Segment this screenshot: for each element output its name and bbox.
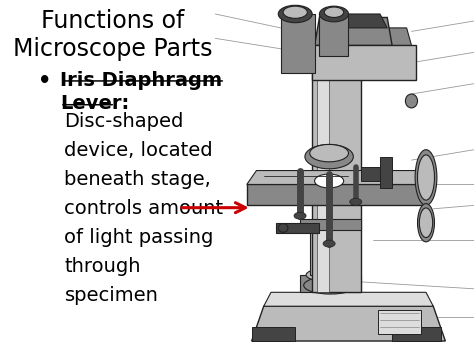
Text: Iris Diaphragm: Iris Diaphragm	[60, 71, 222, 90]
Ellipse shape	[306, 268, 355, 282]
Ellipse shape	[418, 203, 435, 242]
Ellipse shape	[278, 5, 312, 23]
Polygon shape	[264, 292, 433, 306]
Ellipse shape	[305, 144, 353, 169]
Polygon shape	[310, 230, 351, 275]
Ellipse shape	[350, 198, 362, 205]
Polygon shape	[361, 167, 385, 181]
Ellipse shape	[418, 155, 435, 200]
Polygon shape	[317, 66, 329, 292]
Polygon shape	[300, 275, 361, 292]
Polygon shape	[247, 185, 426, 205]
Polygon shape	[252, 306, 446, 341]
Ellipse shape	[283, 6, 307, 18]
Text: controls amount: controls amount	[64, 199, 224, 218]
Polygon shape	[319, 14, 387, 28]
Polygon shape	[276, 223, 319, 233]
Polygon shape	[247, 170, 426, 185]
Ellipse shape	[304, 277, 357, 294]
Text: Functions of: Functions of	[41, 9, 184, 33]
Polygon shape	[315, 28, 411, 45]
Text: •: •	[38, 71, 51, 91]
Ellipse shape	[310, 144, 348, 162]
Polygon shape	[312, 45, 416, 80]
Ellipse shape	[315, 174, 344, 188]
Polygon shape	[281, 14, 315, 73]
Polygon shape	[315, 17, 392, 45]
Ellipse shape	[405, 94, 418, 108]
Text: Disc-shaped: Disc-shaped	[64, 112, 184, 131]
Text: of light passing: of light passing	[64, 228, 214, 247]
Polygon shape	[319, 14, 348, 56]
Text: beneath stage,: beneath stage,	[64, 170, 211, 189]
Text: Lever:: Lever:	[60, 94, 129, 113]
Polygon shape	[312, 66, 361, 292]
Polygon shape	[380, 157, 392, 188]
Ellipse shape	[324, 7, 344, 17]
Text: through: through	[64, 257, 141, 277]
Ellipse shape	[319, 6, 348, 22]
Ellipse shape	[278, 224, 288, 232]
Text: device, located: device, located	[64, 141, 213, 160]
Ellipse shape	[323, 240, 335, 247]
Polygon shape	[300, 219, 361, 230]
Text: Microscope Parts: Microscope Parts	[13, 37, 213, 61]
Polygon shape	[252, 327, 295, 341]
Ellipse shape	[294, 212, 306, 219]
Ellipse shape	[415, 150, 437, 205]
Text: specimen: specimen	[64, 286, 158, 306]
Polygon shape	[378, 310, 421, 334]
Ellipse shape	[419, 208, 433, 237]
Polygon shape	[392, 327, 440, 341]
